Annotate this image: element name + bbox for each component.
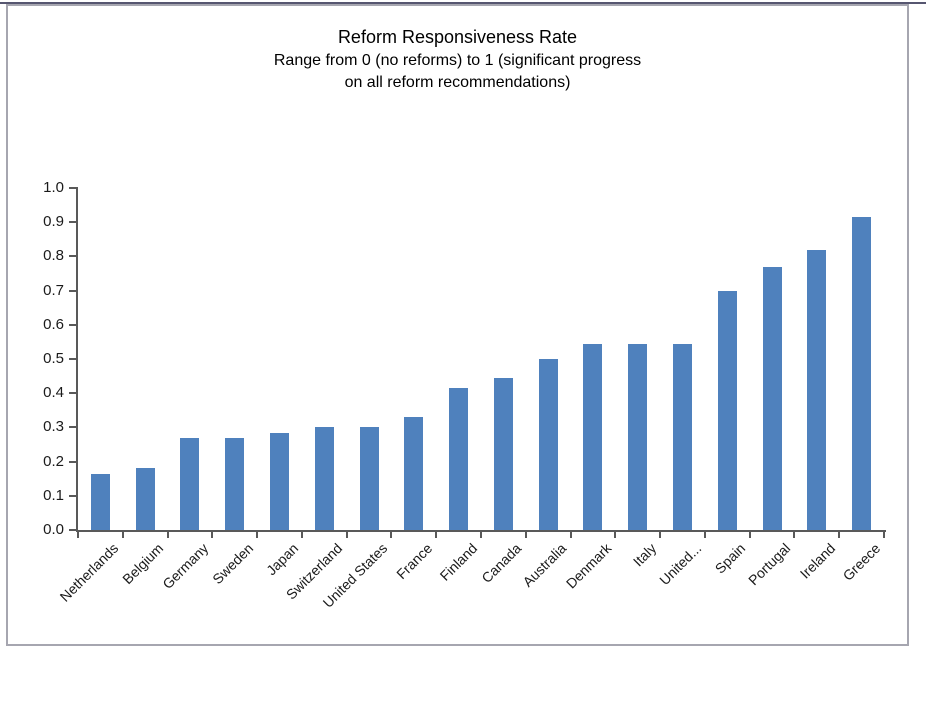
top-divider-line bbox=[0, 2, 926, 4]
chart-title: Reform Responsiveness Rate bbox=[337, 27, 578, 47]
chart-subtitle: Range from 0 (no reforms) to 1 (signific… bbox=[8, 50, 907, 94]
chart-frame: Reform Responsiveness Rate Range from 0 … bbox=[6, 4, 909, 646]
chart-subtitle-line-1: Range from 0 (no reforms) to 1 (signific… bbox=[273, 52, 642, 69]
chart-header: Reform Responsiveness Rate Range from 0 … bbox=[8, 24, 907, 94]
chart-subtitle-line-2: on all reform recommendations) bbox=[344, 74, 571, 91]
chart-caption: Responsiveness rate: Ratio of reforms ta… bbox=[8, 652, 920, 713]
caption-definition: Responsiveness rate: Ratio of reforms ta… bbox=[8, 708, 920, 713]
